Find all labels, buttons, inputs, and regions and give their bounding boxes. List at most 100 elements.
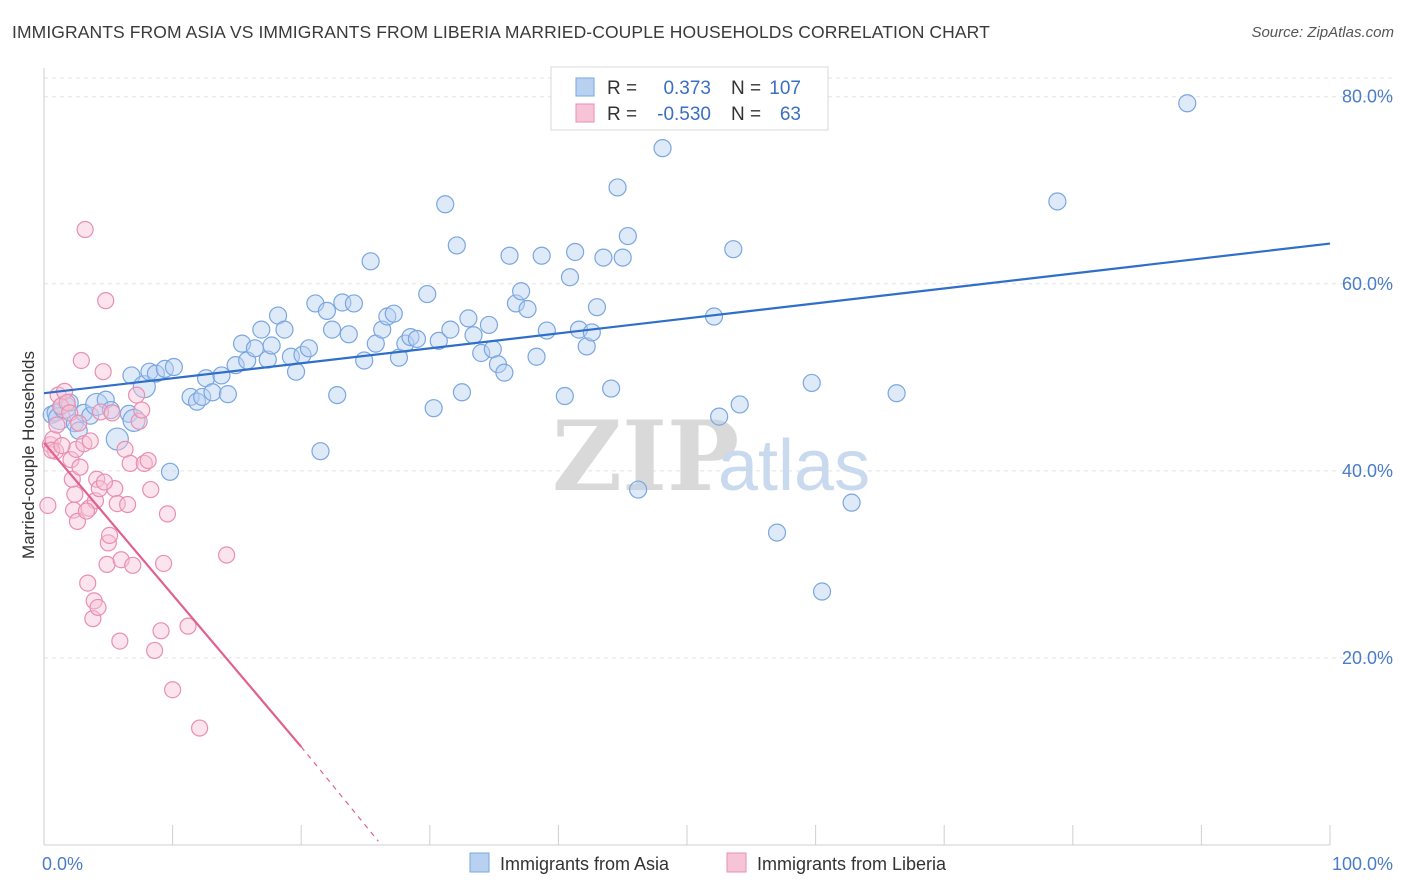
asia-point bbox=[560, 268, 580, 287]
liberia-point bbox=[66, 485, 84, 503]
asia-point bbox=[328, 385, 347, 405]
asia-point bbox=[317, 301, 337, 321]
asia-point bbox=[532, 246, 551, 265]
asia-point bbox=[577, 337, 596, 356]
asia-point bbox=[608, 178, 627, 197]
asia-point bbox=[407, 329, 427, 349]
asia-point bbox=[262, 336, 281, 355]
asia-point bbox=[252, 320, 271, 339]
liberia-point bbox=[84, 610, 102, 628]
asia-point bbox=[436, 195, 455, 214]
series-asia-points bbox=[42, 94, 1197, 601]
asia-point bbox=[155, 359, 174, 378]
bottom-legend-label-liberia: Immigrants from Liberia bbox=[757, 854, 947, 874]
asia-point bbox=[424, 399, 443, 418]
asia-point bbox=[594, 248, 613, 267]
liberia-trend-line bbox=[43, 442, 303, 748]
asia-point bbox=[193, 387, 212, 407]
asia-point bbox=[613, 248, 632, 267]
y-tick-labels: 20.0% 40.0% 60.0% 80.0% bbox=[1342, 87, 1393, 668]
legend-n-value-liberia: 63 bbox=[780, 104, 801, 125]
liberia-point bbox=[130, 412, 148, 430]
asia-point bbox=[459, 309, 478, 328]
chart-title: IMMIGRANTS FROM ASIA VS IMMIGRANTS FROM … bbox=[12, 22, 990, 42]
correlation-legend: R = 0.373 N = 107 R = -0.530 N = 63 bbox=[550, 66, 829, 131]
asia-point bbox=[299, 339, 319, 358]
liberia-point bbox=[71, 458, 89, 476]
asia-point bbox=[401, 327, 420, 347]
asia-point bbox=[275, 320, 294, 339]
liberia-point bbox=[154, 554, 173, 573]
liberia-point bbox=[142, 480, 160, 499]
legend-swatch-liberia bbox=[575, 103, 595, 123]
asia-point bbox=[887, 384, 906, 403]
liberia-trend-extension bbox=[300, 746, 379, 842]
liberia-point bbox=[218, 546, 236, 564]
chart-source: Source: ZipAtlas.com bbox=[1251, 24, 1394, 41]
asia-point bbox=[160, 462, 180, 481]
liberia-point bbox=[81, 432, 99, 450]
asia-point bbox=[1048, 192, 1067, 211]
asia-point bbox=[518, 299, 537, 319]
y-axis-title: Married-couple Households bbox=[19, 351, 38, 559]
liberia-point bbox=[94, 363, 112, 381]
trend-lines bbox=[43, 242, 1331, 842]
asia-point bbox=[587, 298, 607, 317]
asia-point bbox=[730, 395, 749, 414]
liberia-point bbox=[48, 416, 66, 434]
asia-point bbox=[418, 284, 437, 304]
y-tick-label: 20.0% bbox=[1342, 648, 1393, 668]
liberia-point bbox=[139, 451, 157, 470]
liberia-point bbox=[95, 473, 114, 491]
liberia-point bbox=[191, 719, 209, 737]
liberia-point bbox=[39, 496, 57, 515]
asia-point bbox=[286, 362, 306, 381]
asia-point bbox=[447, 236, 466, 255]
asia-point bbox=[146, 364, 165, 383]
liberia-point bbox=[127, 386, 146, 404]
liberia-point bbox=[133, 401, 151, 419]
liberia-point bbox=[121, 454, 139, 472]
asia-point bbox=[812, 582, 832, 601]
liberia-point bbox=[103, 404, 121, 422]
asia-point bbox=[842, 493, 861, 512]
y-tick-label: 40.0% bbox=[1342, 461, 1393, 481]
bottom-legend-swatch-liberia bbox=[726, 852, 747, 873]
asia-point bbox=[384, 304, 403, 323]
asia-point bbox=[724, 240, 743, 259]
legend-n-label-liberia: N = bbox=[731, 104, 761, 125]
liberia-point bbox=[158, 505, 177, 523]
y-tick-label: 80.0% bbox=[1342, 87, 1393, 107]
x-tick-label-min: 0.0% bbox=[42, 854, 83, 874]
asia-trend-line bbox=[43, 242, 1331, 395]
watermark-atlas: atlas bbox=[718, 426, 870, 506]
liberia-point bbox=[53, 436, 71, 455]
y-tick-label: 60.0% bbox=[1342, 274, 1393, 294]
asia-point bbox=[212, 366, 231, 385]
asia-point bbox=[527, 347, 546, 366]
legend-n-label-asia: N = bbox=[731, 78, 761, 99]
asia-point bbox=[218, 385, 237, 404]
legend-r-value-asia: 0.373 bbox=[663, 78, 711, 99]
asia-point bbox=[512, 282, 531, 301]
asia-point bbox=[322, 320, 342, 339]
liberia-point bbox=[77, 502, 96, 520]
liberia-point bbox=[145, 641, 164, 660]
asia-point bbox=[452, 383, 472, 402]
liberia-point bbox=[164, 681, 182, 699]
liberia-point bbox=[97, 292, 115, 310]
liberia-point bbox=[111, 632, 129, 650]
liberia-point bbox=[76, 220, 94, 239]
liberia-point bbox=[179, 617, 197, 635]
asia-point bbox=[344, 294, 364, 313]
legend-n-value-asia: 107 bbox=[769, 78, 801, 99]
legend-r-label-liberia: R = bbox=[607, 104, 637, 125]
asia-point bbox=[618, 226, 637, 246]
series-legend: Immigrants from Asia Immigrants from Lib… bbox=[469, 852, 947, 874]
legend-swatch-asia bbox=[575, 77, 595, 97]
liberia-point bbox=[124, 556, 142, 574]
asia-point bbox=[164, 357, 183, 377]
asia-point bbox=[479, 315, 499, 335]
liberia-point bbox=[89, 598, 107, 617]
